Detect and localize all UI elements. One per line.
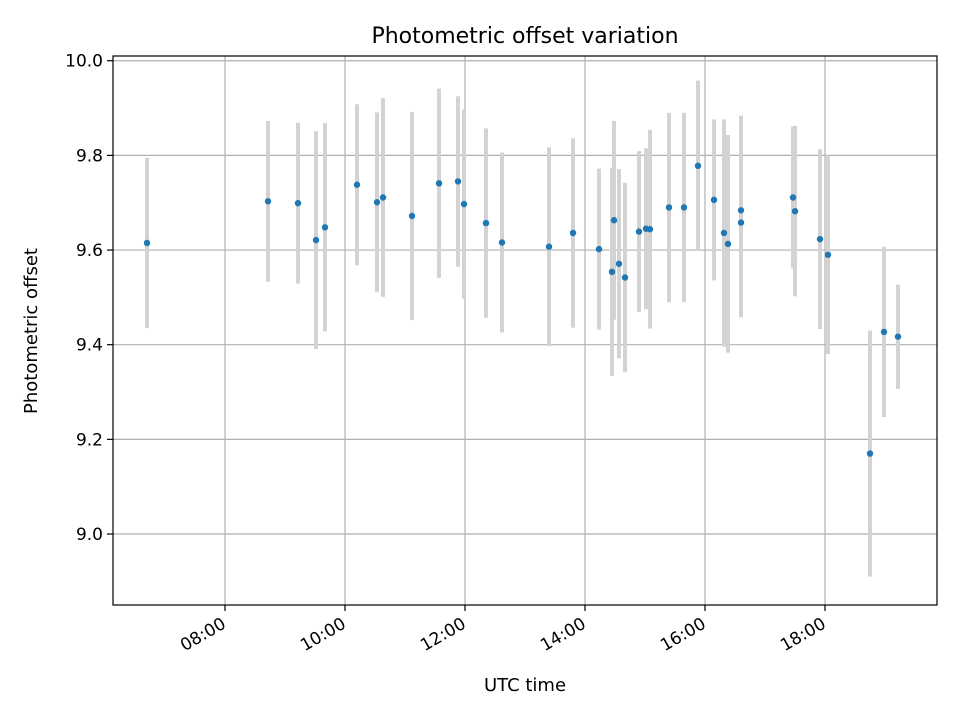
y-tick-label: 9.6 (76, 241, 103, 261)
data-point (615, 260, 623, 267)
data-point (710, 196, 718, 204)
x-tick-label: 18:00 (777, 614, 829, 656)
data-point (143, 239, 151, 247)
data-point (610, 217, 618, 224)
x-tick-label: 12:00 (417, 614, 469, 656)
data-point (435, 180, 443, 187)
data-point (789, 194, 797, 201)
data-point (498, 239, 506, 246)
data-point (608, 268, 616, 276)
data-point (312, 236, 320, 244)
data-point (680, 204, 688, 211)
y-tick-label: 9.8 (76, 146, 103, 166)
y-axis-label: Photometric offset (21, 248, 42, 414)
plot-frame (112, 55, 938, 606)
data-point (454, 178, 462, 185)
data-point (373, 199, 381, 206)
y-tick-label: 10.0 (65, 52, 103, 72)
data-point (694, 162, 702, 169)
data-point (635, 228, 643, 235)
y-tick-label: 9.2 (76, 430, 103, 450)
data-point (621, 274, 629, 281)
data-point (545, 243, 553, 250)
data-points (143, 162, 902, 457)
data-point (460, 200, 468, 208)
y-tick-label: 9.4 (76, 336, 103, 356)
data-point (264, 198, 272, 205)
data-point (880, 328, 888, 336)
data-point (737, 207, 745, 214)
data-point (866, 450, 874, 457)
data-point (824, 251, 832, 258)
data-point (646, 226, 654, 233)
data-point (321, 224, 329, 231)
data-point (724, 240, 732, 248)
data-point (665, 204, 673, 211)
data-point (816, 235, 824, 243)
grid (113, 56, 937, 605)
y-tick-label: 9.0 (76, 525, 103, 545)
data-point (408, 212, 416, 220)
data-point (595, 245, 603, 253)
data-point (737, 219, 745, 226)
x-tick-label: 10:00 (297, 614, 349, 656)
chart-title: Photometric offset variation (371, 24, 678, 49)
data-point (894, 333, 902, 340)
x-tick-label: 14:00 (537, 614, 589, 656)
x-tick-label: 16:00 (657, 614, 709, 656)
data-point (379, 194, 387, 201)
data-point (720, 229, 728, 237)
x-axis-label: UTC time (484, 675, 566, 696)
data-point (482, 219, 490, 227)
data-point (791, 208, 799, 215)
data-point (294, 199, 302, 207)
data-point (353, 181, 361, 188)
x-tick-label: 08:00 (177, 614, 229, 656)
data-point (569, 229, 577, 237)
